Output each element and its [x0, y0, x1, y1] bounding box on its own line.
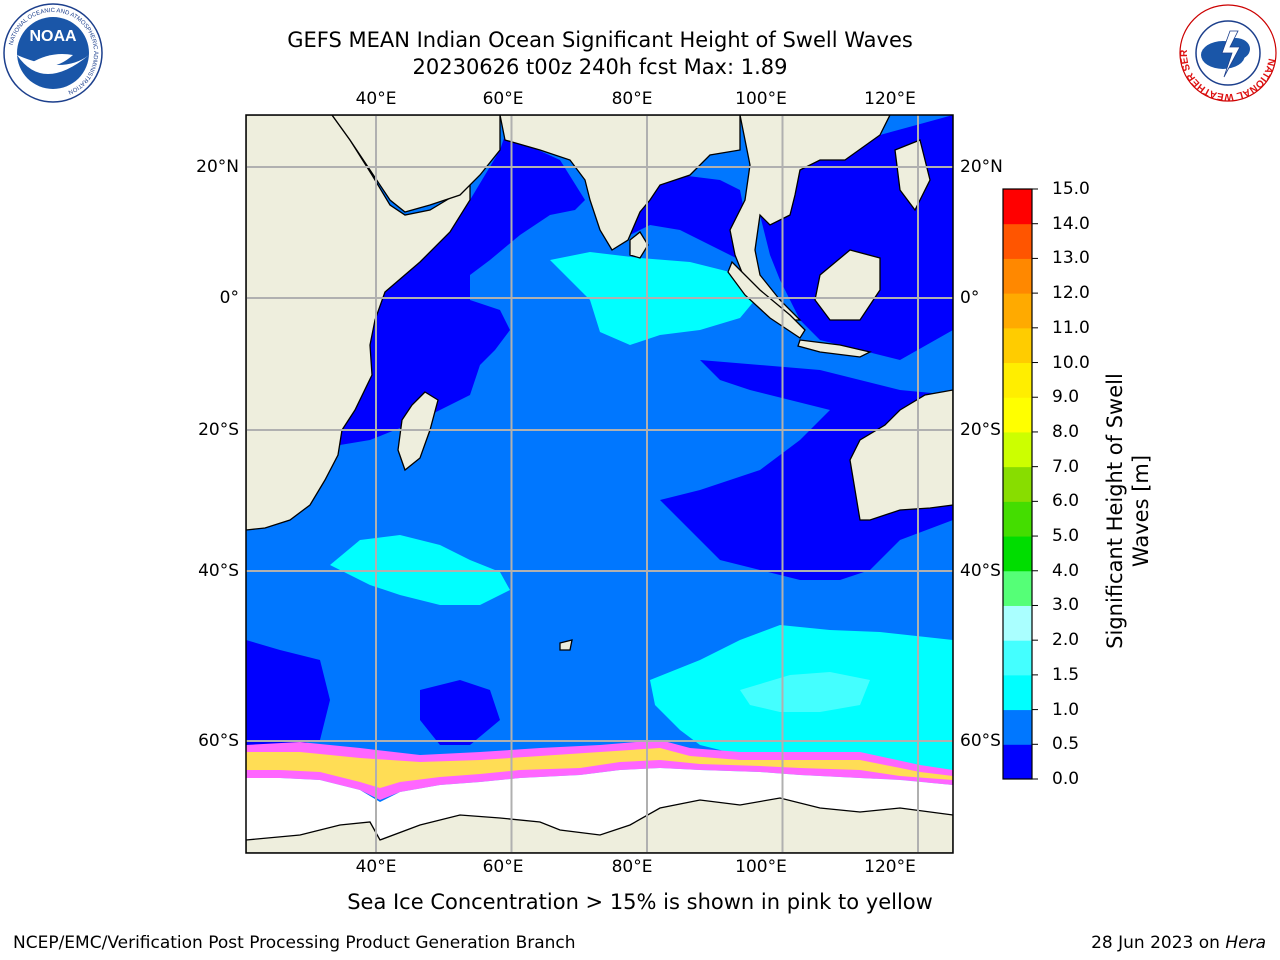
- footer-host: Hera: [1225, 933, 1266, 953]
- colorbar-tick-label: 6.0: [1052, 491, 1080, 512]
- colorbar-tick-label: 1.5: [1052, 664, 1080, 685]
- chart-subtitle: 20230626 t00z 240h fcst Max: 1.89: [412, 55, 788, 79]
- colorbar-segment: [1003, 674, 1032, 711]
- land-philippines: [894, 139, 931, 212]
- colorbar-tick-label: 9.0: [1052, 387, 1080, 408]
- land-india: [499, 115, 741, 251]
- colorbar-tick-label: 4.0: [1052, 560, 1080, 581]
- colorbar-segment: [1003, 431, 1032, 468]
- colorbar-frame: [1002, 188, 1033, 780]
- colorbar-segment: [1003, 258, 1032, 294]
- colorbar-label-line1: Significant Height of Swell: [1103, 373, 1127, 649]
- swell-region-southeast-high: [740, 672, 870, 712]
- noaa-logo-text: NOAA: [29, 28, 77, 45]
- x-tick-label-bottom: 120°E: [864, 857, 916, 877]
- colorbar-tick-label: 11.0: [1052, 317, 1090, 338]
- land-sri-lanka: [629, 231, 649, 259]
- y-tick-label-right: 40°S: [960, 561, 1001, 581]
- colorbar-tick-label: 13.0: [1052, 248, 1090, 269]
- colorbar-tick-label: 1.0: [1052, 699, 1080, 720]
- colorbar-tick-label: 0.0: [1052, 769, 1080, 789]
- colorbar-tick-label: 8.0: [1052, 421, 1080, 442]
- footer-credit: NCEP/EMC/Verification Post Processing Pr…: [13, 933, 576, 953]
- colorbar-segment: [1003, 605, 1032, 641]
- land-australia: [849, 389, 953, 521]
- map-plot-area: [246, 115, 953, 853]
- colorbar-segment: [1003, 189, 1032, 225]
- colorbar-tick-label: 12.0: [1052, 283, 1090, 304]
- colorbar-segment: [1003, 397, 1032, 433]
- colorbar-tick-label: 0.5: [1052, 734, 1080, 755]
- y-tick-label-left: 20°N: [196, 157, 239, 177]
- y-tick-label-left: 40°S: [198, 561, 239, 581]
- noaa-logo: NOAA NATIONAL OCEANIC AND ATMOSPHERIC AD…: [3, 3, 103, 103]
- x-tick-label-top: 80°E: [611, 89, 653, 109]
- footer-date: 28 Jun 2023 on Hera: [1091, 933, 1266, 953]
- colorbar-segment: [1003, 223, 1032, 259]
- y-tick-label-right: 20°S: [960, 420, 1001, 440]
- y-tick-label-right: 20°N: [960, 157, 1003, 177]
- colorbar-segment: [1003, 640, 1032, 676]
- x-tick-label-top: 40°E: [355, 89, 397, 109]
- colorbar-label-line2: Waves [m]: [1129, 454, 1153, 568]
- national-weather-service-logo: NATIONAL WEATHER SERVICE: [1178, 3, 1277, 102]
- land-java: [797, 339, 872, 358]
- colorbar-segment: [1003, 570, 1032, 606]
- footer-date-text: 28 Jun 2023 on: [1091, 933, 1226, 953]
- colorbar-segment: [1003, 362, 1032, 398]
- swell-region-southwest: [246, 640, 330, 745]
- colorbar-tick-label: 3.0: [1052, 595, 1080, 616]
- map-frame: [245, 114, 954, 854]
- land-borneo: [814, 249, 881, 321]
- colorbar-label: Significant Height of Swell Waves [m]: [1102, 331, 1154, 691]
- y-tick-label-left: 20°S: [198, 420, 239, 440]
- x-tick-label-top: 100°E: [735, 89, 787, 109]
- x-tick-label-top: 60°E: [482, 89, 524, 109]
- y-tick-label-right: 0°: [960, 288, 980, 308]
- colorbar-tick-label: 14.0: [1052, 213, 1090, 234]
- sea-ice-band-pink: [246, 740, 953, 800]
- land-africa: [246, 115, 471, 531]
- colorbar-segment: [1003, 501, 1032, 537]
- y-tick-label-right: 60°S: [960, 731, 1001, 751]
- colorbar-tick-label: 10.0: [1052, 352, 1090, 373]
- chart-title: GEFS MEAN Indian Ocean Significant Heigh…: [287, 28, 913, 52]
- colorbar-segment: [1003, 744, 1032, 780]
- gridlines: [246, 115, 953, 853]
- colorbar-segment: [1003, 536, 1032, 572]
- y-tick-label-left: 0°: [219, 288, 239, 308]
- land-kerguelen-island: [559, 639, 573, 651]
- x-tick-label-bottom: 40°E: [355, 857, 397, 877]
- land-arabia: [331, 115, 501, 213]
- colorbar-segment: [1003, 466, 1032, 502]
- x-tick-label-bottom: 100°E: [735, 857, 787, 877]
- colorbar-tick-label: 7.0: [1052, 456, 1080, 477]
- colorbar-tick-label: 5.0: [1052, 526, 1080, 547]
- x-tick-label-bottom: 60°E: [482, 857, 524, 877]
- x-tick-label-bottom: 80°E: [611, 857, 653, 877]
- sea-ice-band-yellow: [246, 748, 953, 788]
- swell-region-west-australia: [660, 360, 953, 580]
- colorbar-tick-label: 2.0: [1052, 630, 1080, 651]
- colorbar-segment: [1003, 709, 1032, 745]
- colorbar: [1003, 188, 1038, 780]
- colorbar-segment: [1003, 327, 1032, 364]
- y-tick-label-left: 60°S: [198, 731, 239, 751]
- colorbar-tick-label: 15.0: [1052, 179, 1090, 199]
- x-tick-label-top: 120°E: [864, 89, 916, 109]
- sea-ice-caption: Sea Ice Concentration > 15% is shown in …: [347, 890, 933, 914]
- swell-region-south-central: [420, 680, 500, 745]
- colorbar-segment: [1003, 293, 1032, 329]
